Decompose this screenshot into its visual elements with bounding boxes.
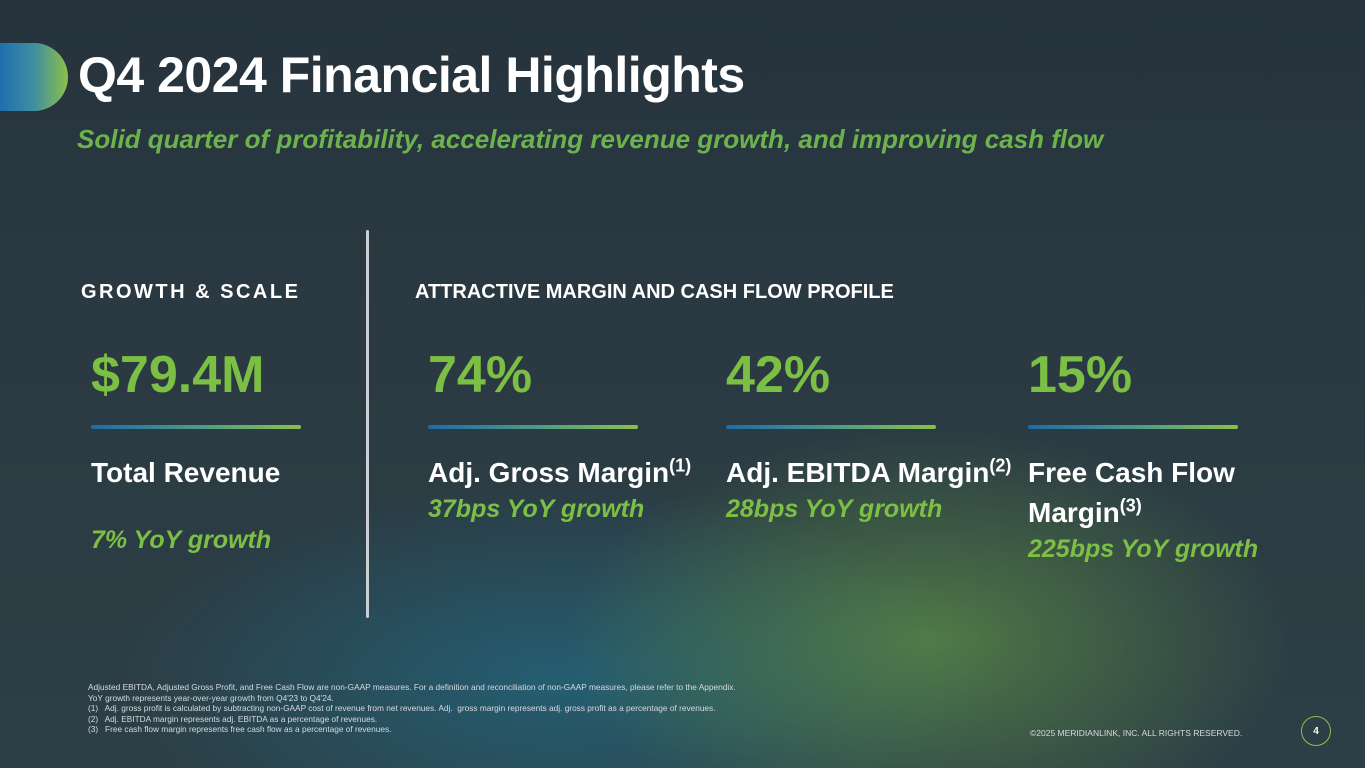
metric-rule bbox=[1028, 425, 1238, 429]
metric-growth: 225bps YoY growth bbox=[1028, 535, 1259, 563]
metric-rule bbox=[726, 425, 936, 429]
metric-growth: 7% YoY growth bbox=[91, 526, 272, 554]
footnotes: Adjusted EBITDA, Adjusted Gross Profit, … bbox=[88, 682, 988, 735]
footnote-line: (3) Free cash flow margin represents fre… bbox=[88, 724, 392, 735]
metric-label: Adj. EBITDA Margin(2) bbox=[726, 455, 1012, 488]
footnote-line: YoY growth represents year-over-year gro… bbox=[88, 692, 334, 703]
metric-total-revenue: $79.4M Total Revenue 7% YoY growth bbox=[91, 345, 381, 555]
metric-rule bbox=[428, 425, 638, 429]
metric-label: Free Cash Flow Margin(3) bbox=[1028, 457, 1235, 528]
metric-adj-gross-margin: 74% Adj. Gross Margin(1) 37bps YoY growt… bbox=[428, 345, 718, 524]
footnote-line: (1) Adj. gross profit is calculated by s… bbox=[88, 703, 716, 714]
metric-value: 15% bbox=[1028, 346, 1133, 404]
metric-value: 42% bbox=[726, 346, 831, 404]
metric-growth: 37bps YoY growth bbox=[428, 495, 645, 523]
page-subtitle: Solid quarter of profitability, accelera… bbox=[77, 124, 1104, 154]
footnote-line: Adjusted EBITDA, Adjusted Gross Profit, … bbox=[88, 682, 736, 692]
page-title: Q4 2024 Financial Highlights bbox=[78, 47, 745, 103]
copyright-notice: ©2025 MERIDIANLINK, INC. ALL RIGHTS RESE… bbox=[1030, 728, 1243, 738]
page-number-badge: 4 bbox=[1301, 716, 1331, 746]
growth-section-label: GROWTH & SCALE bbox=[81, 281, 301, 303]
metric-rule bbox=[91, 425, 301, 429]
metric-adj-ebitda-margin: 42% Adj. EBITDA Margin(2) 28bps YoY grow… bbox=[726, 345, 1016, 524]
margin-section-label: ATTRACTIVE MARGIN AND CASH FLOW PROFILE bbox=[415, 281, 894, 303]
metric-label: Total Revenue bbox=[91, 457, 281, 488]
footnote-ref: (3) bbox=[1119, 495, 1142, 516]
metric-label: Adj. Gross Margin(1) bbox=[428, 455, 692, 488]
metric-value: $79.4M bbox=[91, 346, 265, 404]
metric-free-cash-flow-margin: 15% Free Cash Flow Margin(3) 225bps YoY … bbox=[1028, 345, 1318, 564]
footnote-line: (2) Adj. EBITDA margin represents adj. E… bbox=[88, 713, 378, 724]
metric-value: 74% bbox=[428, 346, 533, 404]
footnote-ref: (1) bbox=[669, 455, 692, 476]
title-accent-tab bbox=[0, 43, 68, 111]
footnote-ref: (2) bbox=[989, 455, 1012, 476]
metric-growth: 28bps YoY growth bbox=[726, 495, 943, 523]
section-divider bbox=[366, 230, 369, 618]
